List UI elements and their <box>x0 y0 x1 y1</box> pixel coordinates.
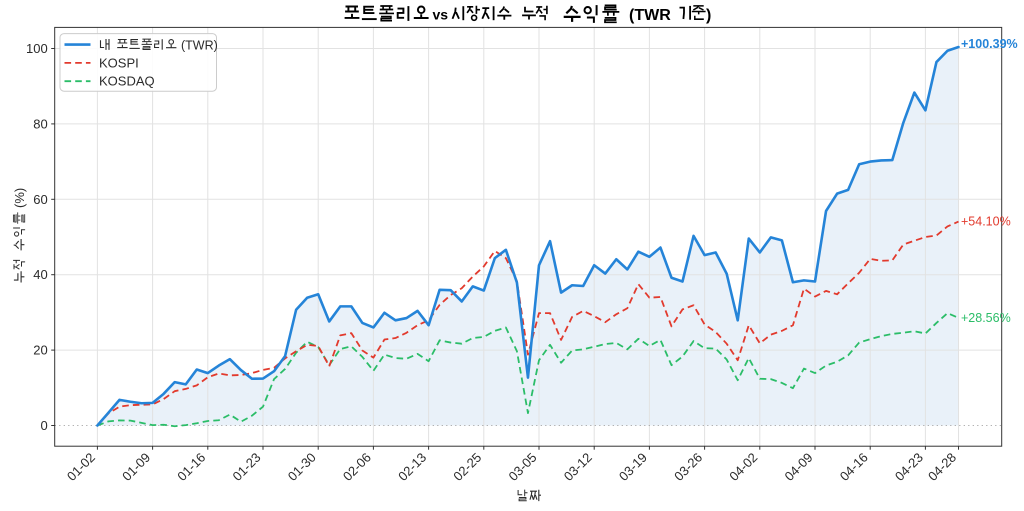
svg-text:01-23: 01-23 <box>230 450 264 484</box>
svg-text:0: 0 <box>40 418 47 433</box>
svg-text:03-26: 03-26 <box>671 450 705 484</box>
svg-text:+100.39%: +100.39% <box>961 37 1018 51</box>
svg-text:02-13: 02-13 <box>395 450 429 484</box>
svg-text:KOSDAQ: KOSDAQ <box>99 74 155 89</box>
svg-text:01-16: 01-16 <box>174 450 208 484</box>
svg-text:04-02: 04-02 <box>726 450 760 484</box>
svg-text:04-09: 04-09 <box>782 450 816 484</box>
svg-text:01-02: 01-02 <box>64 450 98 484</box>
svg-text:40: 40 <box>33 267 47 282</box>
svg-text:+54.10%: +54.10% <box>961 215 1011 229</box>
svg-text:04-28: 04-28 <box>925 450 959 484</box>
svg-text:02-25: 02-25 <box>450 450 484 484</box>
svg-text:60: 60 <box>33 192 47 207</box>
svg-text:vs: vs <box>433 6 449 22</box>
svg-text:01-30: 01-30 <box>285 450 319 484</box>
svg-text:(%): (%) <box>12 188 27 208</box>
svg-text:20: 20 <box>33 343 47 358</box>
svg-text:(TWR): (TWR) <box>181 38 218 52</box>
svg-text:80: 80 <box>33 116 47 131</box>
svg-text:04-23: 04-23 <box>892 450 926 484</box>
svg-text:): ) <box>706 7 711 24</box>
svg-text:03-12: 03-12 <box>561 450 595 484</box>
svg-text:03-19: 03-19 <box>616 450 650 484</box>
svg-text:02-06: 02-06 <box>340 450 374 484</box>
svg-text:04-16: 04-16 <box>837 450 871 484</box>
svg-text:100: 100 <box>26 41 48 56</box>
svg-text:KOSPI: KOSPI <box>99 55 139 70</box>
svg-text:01-09: 01-09 <box>119 450 153 484</box>
svg-text:03-05: 03-05 <box>506 450 540 484</box>
svg-text:+28.56%: +28.56% <box>961 311 1011 325</box>
svg-text:(TWR: (TWR <box>629 7 671 24</box>
